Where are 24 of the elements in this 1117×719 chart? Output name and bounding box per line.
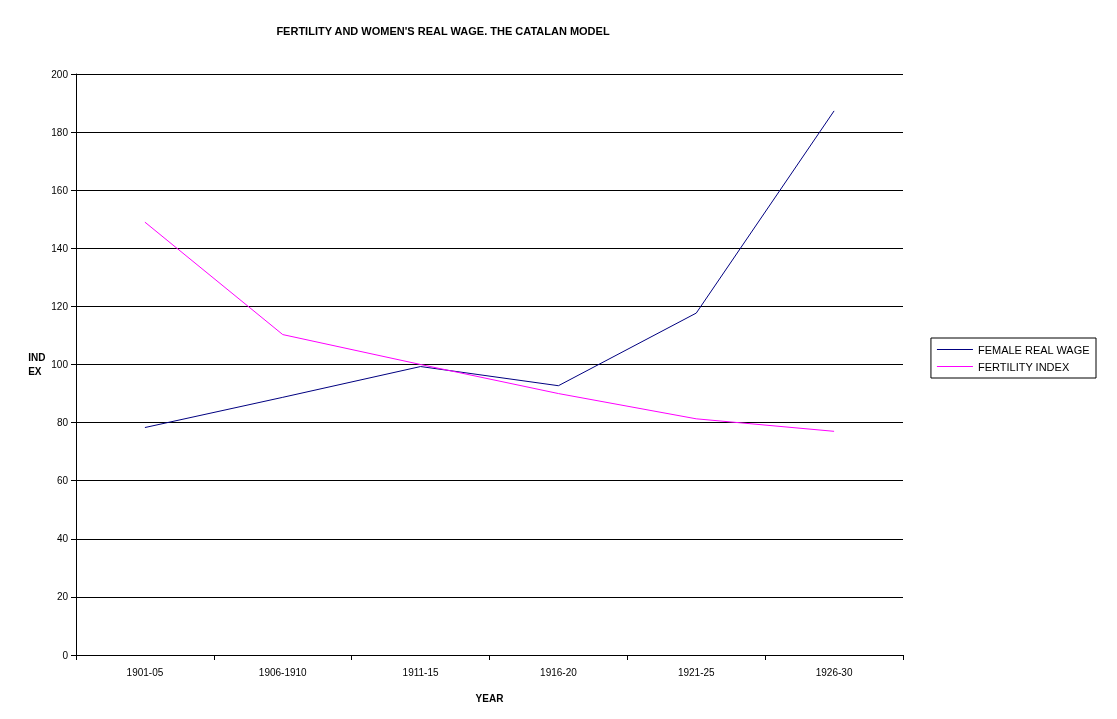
x-tick-label: 1926-30 [815, 666, 853, 678]
chart-title: FERTILITY AND WOMEN'S REAL WAGE. THE CATALAN MODEL [276, 24, 610, 37]
y-tick-label: 200 [51, 68, 69, 80]
y-tick-label: 80 [56, 417, 69, 429]
legend-label: FERTILITY INDEX [977, 360, 1070, 373]
x-tick-label: 1916-20 [540, 666, 578, 678]
y-tick-label: 140 [51, 242, 69, 254]
x-tick-label: 1911-15 [402, 666, 439, 678]
line-series [144, 110, 835, 429]
y-tick-label: 120 [51, 300, 69, 312]
y-tick-label: 40 [56, 533, 69, 545]
y-tick-label: 0 [62, 649, 69, 661]
y-tick-label: 160 [51, 184, 69, 196]
x-tick-label: 1921-25 [677, 666, 716, 678]
x-tick-label: 1906-1910 [258, 666, 308, 678]
x-tick-label: 1901-05 [126, 666, 164, 678]
y-axis-title: IND EX [28, 352, 46, 377]
line-series [144, 221, 835, 432]
y-tick-label: 60 [56, 475, 69, 487]
legend-label: FEMALE REAL WAGE [977, 343, 1090, 356]
x-axis-title: YEAR [475, 692, 505, 704]
y-tick-label: 180 [51, 126, 69, 138]
y-tick-label: 100 [51, 359, 69, 370]
y-tick-label: 20 [56, 591, 69, 603]
